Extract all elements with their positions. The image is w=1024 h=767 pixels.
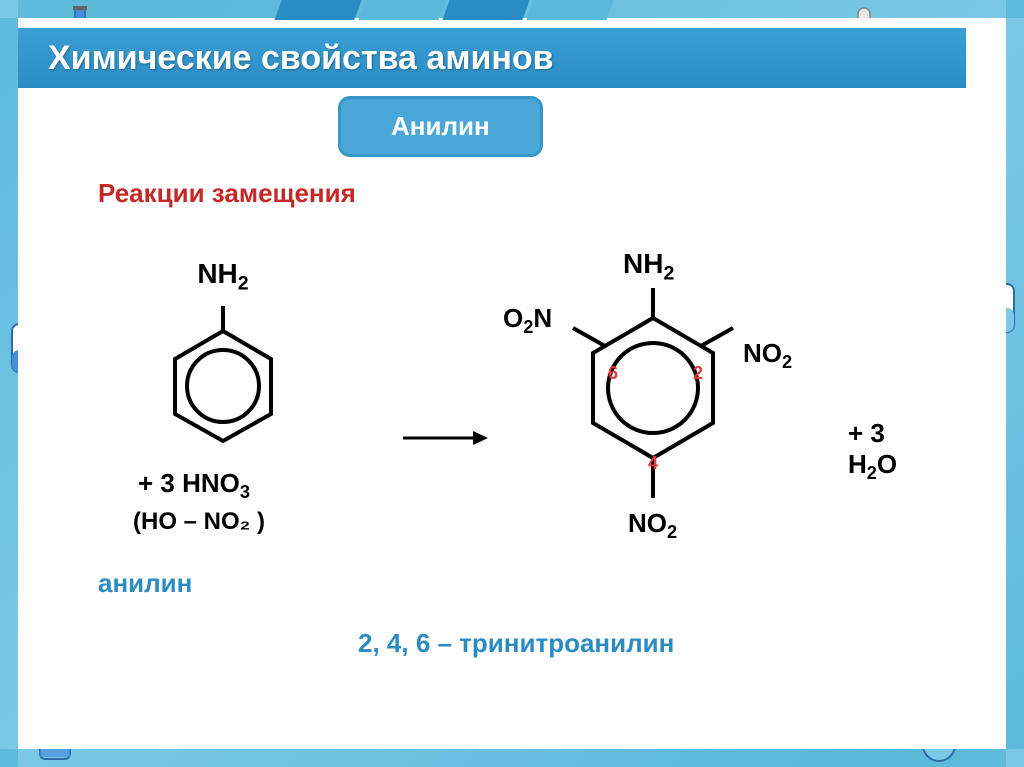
reaction-arrow bbox=[398, 418, 488, 463]
ring-pos-2: 2 bbox=[693, 363, 703, 384]
nh2-product-label: NH2 bbox=[623, 248, 674, 286]
product-trinitroaniline: NH2 O2N NO2 NO2 2 4 6 + 3 H2O bbox=[548, 258, 758, 523]
no2-bottom-label: NO2 bbox=[628, 508, 677, 543]
reactant-name: анилин bbox=[98, 568, 192, 599]
subtitle-badge: Анилин bbox=[338, 96, 543, 157]
reaction-diagram: NH2 + 3 HNO3 (HO – NO₂ ) анилин NH2 O2N … bbox=[88, 258, 946, 658]
reactant-aniline: NH2 bbox=[148, 258, 298, 471]
benzene-ring-reactant bbox=[148, 301, 298, 471]
o2n-label: O2N bbox=[503, 303, 552, 338]
title-bar: Химические свойства аминов bbox=[18, 28, 966, 88]
reagent-text: + 3 HNO3 bbox=[138, 468, 250, 503]
reagent-alt-text: (HO – NO₂ ) bbox=[133, 508, 265, 536]
decorative-tabs bbox=[278, 0, 614, 20]
content-area: Химические свойства аминов Анилин Реакци… bbox=[18, 18, 1006, 749]
no2-right-label: NO2 bbox=[743, 338, 792, 373]
page-title: Химические свойства аминов bbox=[48, 39, 554, 78]
ring-pos-6: 6 bbox=[608, 363, 618, 384]
ring-pos-4: 4 bbox=[648, 453, 658, 474]
nh2-label: NH2 bbox=[148, 258, 298, 296]
product-name: 2, 4, 6 – тринитроанилин bbox=[358, 628, 674, 659]
byproduct-text: + 3 H2O bbox=[848, 418, 897, 484]
section-heading: Реакции замещения bbox=[98, 178, 356, 209]
benzene-ring-product bbox=[548, 258, 758, 518]
